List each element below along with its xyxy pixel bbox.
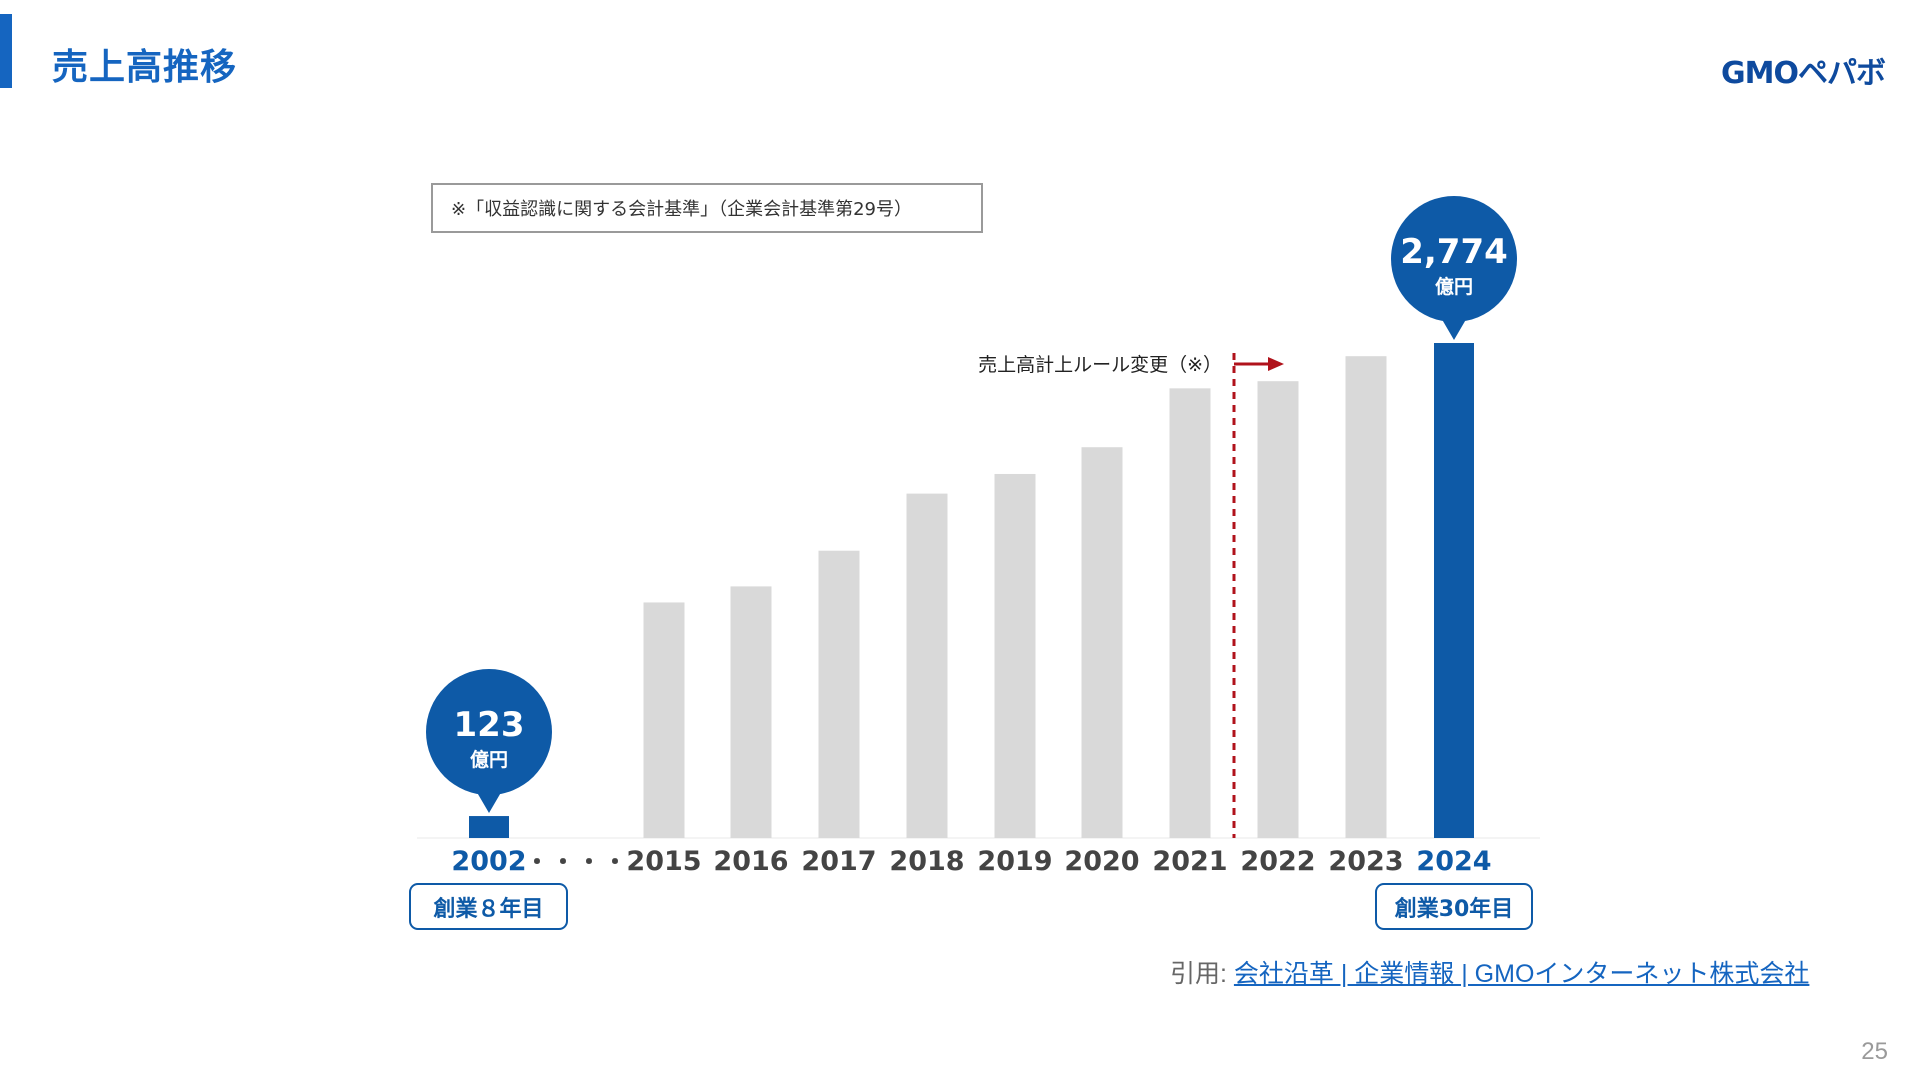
x-axis-gap-marker: ・・・・: [525, 848, 629, 876]
bar-2021: [1169, 388, 1211, 838]
bar-2002: [469, 816, 509, 838]
bar-2019: [994, 473, 1036, 838]
rule-change-label: 売上高計上ルール変更（※）: [978, 354, 1222, 376]
page-number: 25: [1861, 1038, 1888, 1065]
x-tick-2022: 2022: [1240, 846, 1315, 877]
callout-value-2002: 123: [454, 705, 525, 745]
page-title: 売上高推移: [52, 47, 238, 88]
callout-pointer-2002: [475, 789, 503, 814]
accounting-note: ※「収益認識に関する会計基準」（企業会計基準第29号）: [431, 183, 983, 233]
x-tick-2024: 2024: [1416, 846, 1491, 877]
title-accent-bar: [0, 14, 12, 88]
callout-bubble-2002: [426, 669, 552, 796]
bar-2018: [906, 493, 948, 838]
bar-2023: [1345, 356, 1387, 838]
x-tick-2002: 2002: [451, 846, 526, 877]
rule-change-arrow-head: [1268, 357, 1284, 371]
founding-year-8-badge: 創業８年目: [409, 883, 568, 930]
bar-2015: [643, 602, 685, 838]
bar-2024: [1434, 343, 1474, 838]
callout-unit-2002: 億円: [470, 748, 508, 771]
x-tick-2017: 2017: [801, 846, 876, 877]
founding-year-30-badge: 創業30年目: [1375, 883, 1533, 930]
company-logo: GMOペパボ: [1721, 56, 1886, 91]
x-tick-2023: 2023: [1328, 846, 1403, 877]
citation-link[interactable]: 会社沿革 | 企業情報 | GMOインターネット株式会社: [1233, 960, 1810, 988]
callout-pointer-2024: [1440, 316, 1468, 340]
citation-prefix: 引用:: [1170, 960, 1234, 988]
bar-2017: [818, 550, 860, 838]
citation: 引用: 会社沿革 | 企業情報 | GMOインターネット株式会社: [1170, 954, 1809, 990]
x-tick-2019: 2019: [977, 846, 1052, 877]
callout-unit-2024: 億円: [1435, 275, 1473, 298]
bar-2016: [730, 586, 772, 838]
callout-value-2024: 2,774: [1400, 232, 1508, 272]
x-tick-2021: 2021: [1152, 846, 1227, 877]
x-tick-2018: 2018: [889, 846, 964, 877]
bar-2022: [1257, 381, 1299, 838]
callout-bubble-2024: [1391, 196, 1517, 322]
x-tick-2015: 2015: [626, 846, 701, 877]
x-tick-2020: 2020: [1064, 846, 1139, 877]
bar-2020: [1081, 447, 1123, 838]
x-tick-2016: 2016: [713, 846, 788, 877]
